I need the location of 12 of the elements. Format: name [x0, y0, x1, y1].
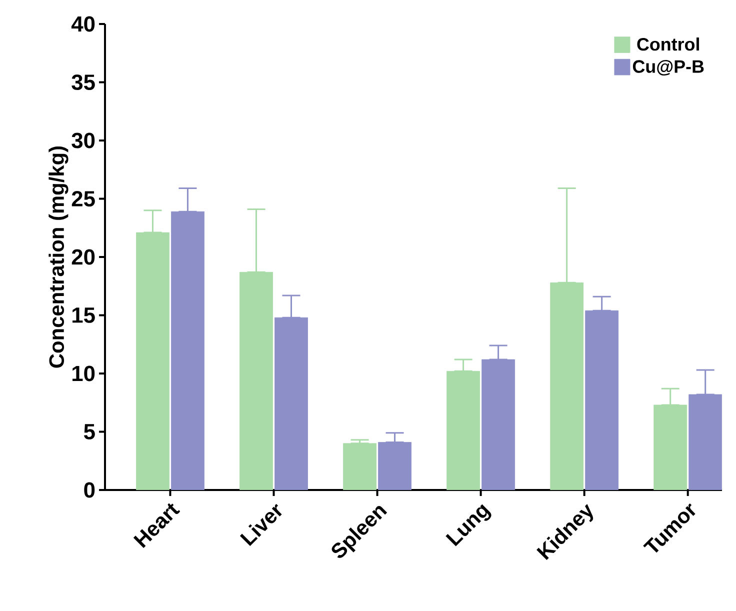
y-tick-label: 30 [72, 132, 95, 148]
y-tick-label: 10 [72, 366, 95, 382]
legend-label: Cu@P-B [632, 60, 704, 76]
y-tick-label: 40 [71, 16, 95, 32]
y-axis-title: Concentration (mg/kg) [48, 146, 68, 368]
y-tick-label: 0 [84, 482, 95, 498]
legend-label: Control [637, 38, 699, 51]
y-tick-label: 15 [72, 308, 95, 323]
y-tick-label: 25 [72, 190, 95, 207]
y-tick-label: 5 [84, 424, 95, 440]
y-tick-label: 20 [72, 249, 95, 265]
y-tick-label: 35 [72, 74, 95, 90]
